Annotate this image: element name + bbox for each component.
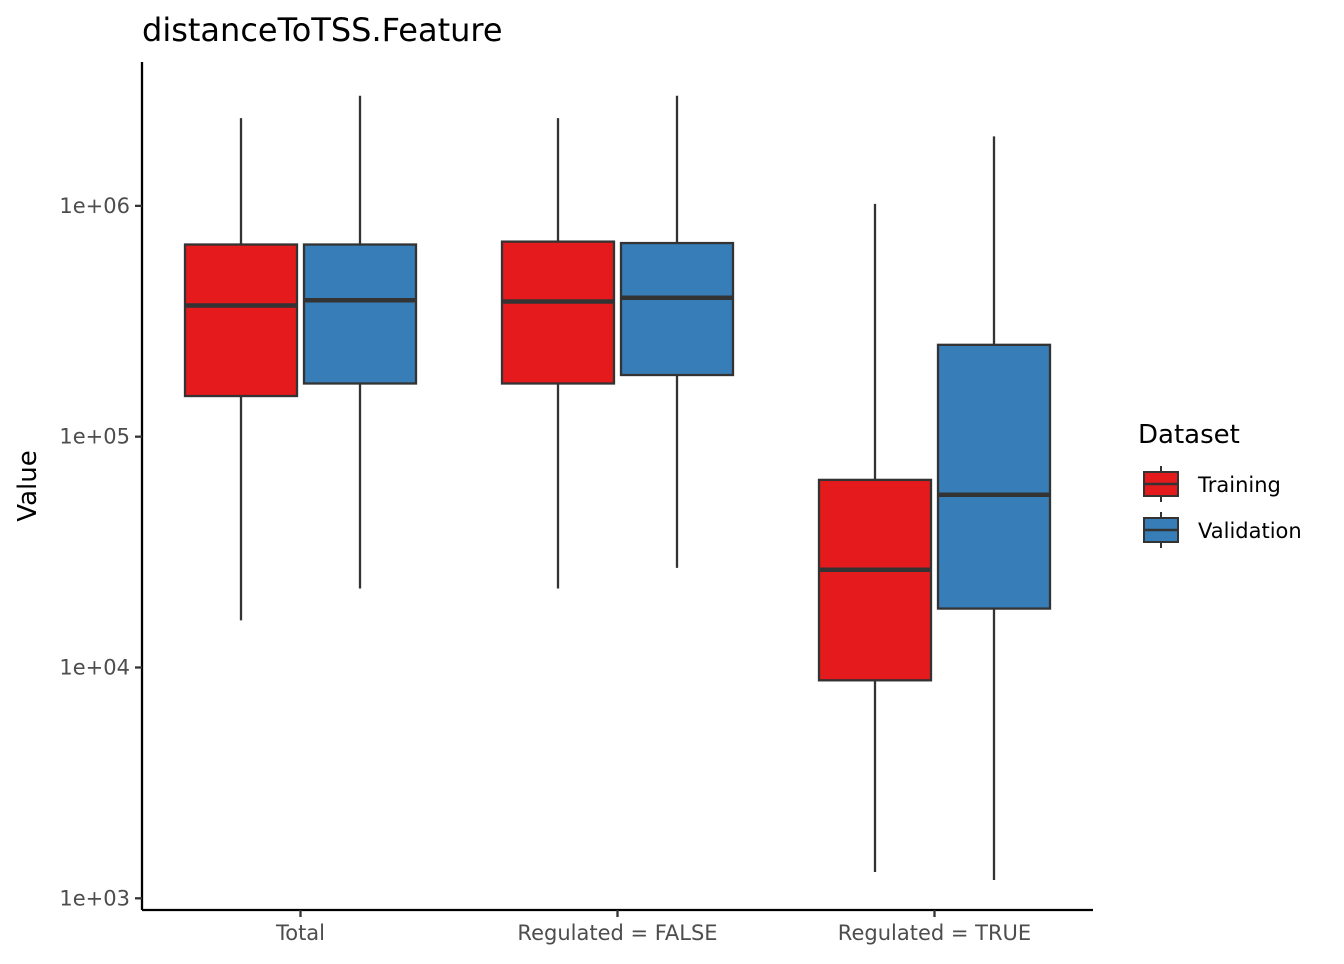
- box-validation-1: [619, 95, 735, 568]
- box-body: [500, 240, 616, 385]
- y-tick-label: 1e+06: [59, 194, 130, 218]
- legend-label: Validation: [1198, 519, 1302, 543]
- box-body: [302, 243, 418, 385]
- x-tick-label: Regulated = FALSE: [517, 921, 717, 945]
- box-body: [936, 343, 1052, 610]
- y-axis-title: Value: [13, 450, 43, 521]
- chart-title: distanceToTSS.Feature: [142, 11, 503, 49]
- box-training-0: [183, 118, 299, 621]
- box-body: [817, 478, 933, 682]
- legend-label: Training: [1197, 473, 1281, 497]
- axes: 1e+03 1e+04 1e+05 1e+06 Total Regulated = FAL…: [59, 62, 1093, 945]
- y-tick-label: 1e+04: [59, 655, 130, 679]
- box-body: [619, 241, 735, 377]
- box-body: [183, 243, 299, 398]
- y-tick-label: 1e+05: [59, 425, 130, 449]
- plot-area: [183, 95, 1052, 881]
- box-training-1: [500, 118, 616, 589]
- x-tick-label: Total: [275, 921, 325, 945]
- box-validation-0: [302, 95, 418, 589]
- box-validation-2: [936, 136, 1052, 881]
- legend: Dataset Training Validation: [1138, 420, 1302, 548]
- legend-item-training: Training: [1143, 466, 1281, 502]
- y-tick-label: 1e+03: [59, 886, 130, 910]
- x-tick-label: Regulated = TRUE: [838, 921, 1031, 945]
- legend-item-validation: Validation: [1143, 512, 1302, 548]
- legend-title: Dataset: [1138, 420, 1240, 450]
- box-training-2: [817, 203, 933, 873]
